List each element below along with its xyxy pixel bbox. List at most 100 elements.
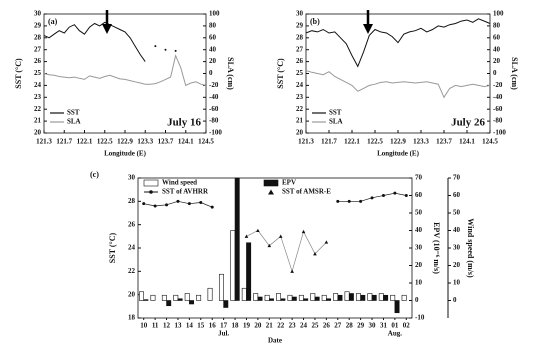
legend-swatch (268, 189, 274, 195)
bar (394, 300, 400, 314)
bar (337, 294, 343, 301)
annotation: July 16 (167, 117, 201, 129)
x-tick-label: 123.3 (137, 138, 153, 146)
x-tick-label: 22 (277, 322, 285, 330)
y-tick-label: 28 (34, 33, 42, 41)
bar (333, 293, 339, 301)
point (301, 229, 306, 234)
point (381, 194, 385, 197)
point (176, 199, 180, 203)
bar (287, 294, 293, 301)
y-tick-label: 30 (296, 10, 304, 18)
y2-tick-label: 0 (415, 296, 419, 304)
x-tick-label: 11 (152, 322, 159, 330)
bar (383, 294, 389, 301)
legend-label: SST (329, 109, 342, 117)
y-tick-label: 26 (296, 57, 304, 65)
series-line (246, 230, 327, 273)
x-tick-label: 29 (357, 322, 365, 330)
y3-tick-label: 30 (453, 244, 461, 252)
y-tick-label: 23 (296, 93, 304, 101)
y-tick-label: 22 (128, 267, 136, 275)
y-tick-label: 18 (128, 314, 136, 322)
y2-tick-label: 100 (493, 10, 504, 18)
x-tick-label: 123.3 (413, 138, 429, 146)
y-tick-label: 26 (34, 57, 42, 65)
y2-tick-label: 10 (415, 279, 423, 287)
x-tick-label: 01 (391, 322, 399, 330)
point (404, 194, 408, 197)
y2-tick-label: -20 (493, 81, 503, 89)
x-tick-label: 21 (266, 322, 274, 330)
y-tick-label: 27 (296, 45, 304, 53)
series-line (305, 18, 491, 68)
x-tick-label: 123.7 (158, 138, 174, 146)
y-axis-label: SST (°C) (108, 232, 117, 263)
series-line (305, 70, 491, 99)
y-tick-label: 20 (128, 290, 136, 298)
month-label: Aug. (388, 330, 402, 338)
y2-tick-label: -40 (493, 93, 503, 101)
y3-tick-label: 60 (453, 191, 461, 199)
bar (234, 177, 240, 301)
month-label: Jul. (218, 330, 229, 338)
x-tick-label: 124.1 (178, 138, 194, 146)
point (164, 48, 167, 51)
bar (367, 293, 373, 301)
panel-label: (a) (48, 17, 58, 26)
y2-tick-label: -40 (209, 93, 219, 101)
y3-tick-label: 50 (453, 209, 461, 217)
series-line (43, 54, 207, 87)
point (153, 204, 157, 208)
y3-tick-label: 40 (453, 226, 461, 234)
x-tick-label: 122.9 (117, 138, 133, 146)
x-tick-label: 121.7 (321, 138, 337, 146)
x-tick-label: 27 (334, 322, 342, 330)
y3-tick-label: 0 (453, 296, 457, 304)
arrow-head (363, 24, 373, 34)
y2-axis-label: SLA (cm) (226, 57, 235, 90)
x-tick-label: 12 (163, 322, 171, 330)
y-tick-label: 28 (128, 197, 136, 205)
legend-swatch (143, 179, 159, 187)
y2-tick-label: 20 (209, 57, 217, 65)
y3-tick-label: 70 (453, 174, 461, 182)
y2-tick-label: 50 (415, 209, 423, 217)
x-tick-label: 02 (403, 322, 411, 330)
x-tick-label: 122.5 (367, 138, 383, 146)
y-tick-label: 24 (296, 81, 304, 89)
bar (241, 287, 247, 301)
y2-tick-label: 20 (415, 261, 423, 269)
x-tick-label: 13 (174, 322, 182, 330)
bar (321, 294, 327, 301)
bar (314, 296, 320, 301)
y2-tick-label: -60 (493, 105, 503, 113)
legend-label: SLA (329, 118, 343, 126)
bar (173, 294, 179, 301)
x-tick-label: 123.7 (436, 138, 452, 146)
y2-tick-label: -100 (209, 129, 222, 137)
x-tick-label: 121.7 (56, 138, 72, 146)
bar (143, 299, 149, 301)
bar (257, 296, 263, 301)
y2-tick-label: 30 (415, 244, 423, 252)
bar (276, 293, 282, 301)
bar (326, 298, 332, 301)
y2-tick-label: -80 (493, 117, 503, 125)
y2-tick-label: 80 (209, 22, 217, 30)
panel-label: (b) (310, 17, 320, 26)
point (210, 205, 214, 209)
y3-tick-label: 20 (453, 261, 461, 269)
x-tick-label: 122.5 (97, 138, 113, 146)
y2-tick-label: -80 (209, 117, 219, 125)
x-tick-label: 124.1 (459, 138, 475, 146)
y2-tick-label: 40 (493, 45, 501, 53)
bar (196, 294, 202, 301)
point (199, 201, 203, 204)
x-tick-label: 124.5 (482, 138, 498, 146)
legend-label: EPV (282, 179, 296, 187)
x-axis-label: Longitude (E) (104, 150, 146, 158)
x-axis-label: Longitude (E) (377, 150, 419, 158)
bar (303, 298, 309, 301)
